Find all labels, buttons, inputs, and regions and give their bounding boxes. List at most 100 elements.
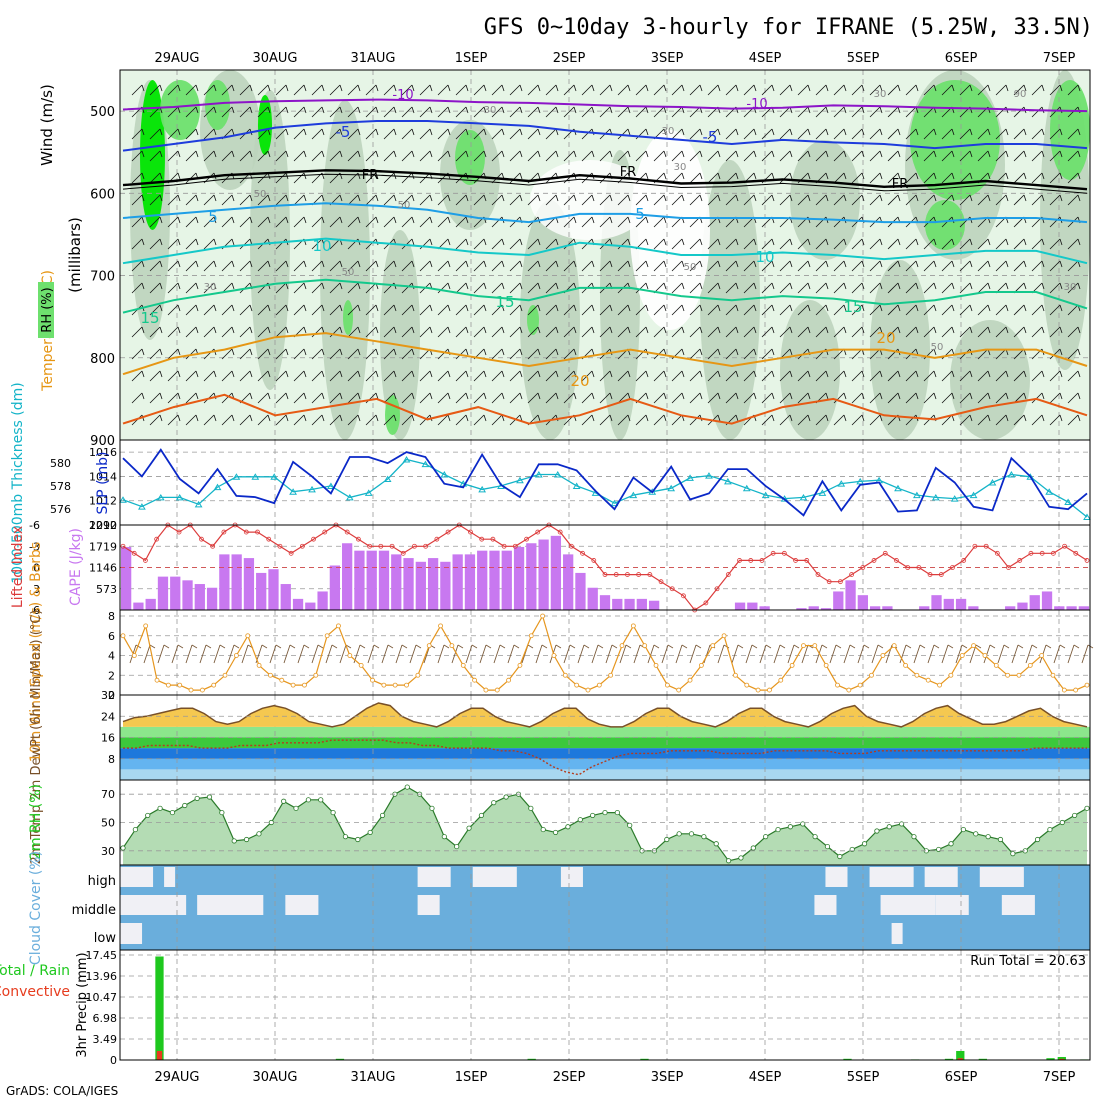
wind-barb — [797, 128, 811, 140]
wind-barb-shape — [149, 392, 163, 404]
wind-barb-shape — [131, 282, 145, 294]
wind-barb-shape — [527, 260, 541, 272]
wind-barb-shape — [995, 414, 1009, 426]
wind-barb — [707, 348, 721, 360]
wind-barb — [1067, 172, 1081, 184]
wind-barb — [599, 106, 613, 118]
wind-barb — [581, 216, 595, 228]
wind-speed-marker — [1073, 687, 1079, 693]
wind-barb — [995, 392, 1009, 404]
date-label-top: 2SEP — [553, 51, 586, 66]
wind-barb — [167, 216, 181, 228]
wind-barb-shape — [185, 414, 199, 426]
surface-wind-barb-shape — [647, 644, 660, 664]
wind-barb — [887, 150, 901, 162]
wind-barb-shape — [923, 326, 937, 338]
wind-barb-shape — [365, 260, 379, 272]
wind-barb — [689, 172, 703, 184]
wind-barb-shape — [977, 392, 991, 404]
wind-barb — [455, 282, 469, 294]
slp-axis-label: SLP (mb) — [95, 451, 111, 514]
lifted-index-marker — [826, 579, 832, 585]
y-tick-label: 500 — [90, 105, 115, 120]
wind-barb-shape — [221, 194, 235, 206]
wind-barb-shape — [185, 304, 199, 316]
wind-barb-shape — [419, 150, 433, 162]
wind-barb-shape — [869, 370, 883, 382]
thickness-marker — [289, 488, 298, 495]
cape-tick-label: 1146 — [89, 562, 117, 575]
wind-barb — [779, 392, 793, 404]
wind-barb — [275, 282, 289, 294]
wind-barb-shape — [203, 238, 217, 250]
wind-barb — [257, 370, 271, 382]
wind-barb-shape — [581, 370, 595, 382]
wind-barb-shape — [563, 84, 577, 96]
wind-barb-shape — [563, 150, 577, 162]
dewpoint-line — [123, 739, 1087, 776]
wind-barb-shape — [671, 370, 685, 382]
contour-label: 15 — [140, 309, 159, 327]
wind-barb-shape — [473, 238, 487, 250]
wind-barb-shape — [1049, 260, 1063, 272]
wind-barb-shape — [509, 106, 523, 118]
wind-barb-shape — [257, 348, 271, 360]
wind-barb-shape — [743, 304, 757, 316]
wind-speed-marker — [438, 623, 443, 629]
surface-wind-barb — [269, 644, 282, 664]
wind-barb-shape — [347, 282, 361, 294]
wind-barb — [959, 172, 973, 184]
wind-barb-shape — [959, 128, 973, 140]
thickness-marker — [119, 496, 127, 503]
wind-barb-shape — [563, 326, 577, 338]
wind-barb — [797, 106, 811, 118]
wind-barb-shape — [293, 348, 307, 360]
wind-speed-marker — [290, 682, 296, 688]
wind-speed-marker — [1061, 687, 1067, 693]
wind-barb — [509, 106, 523, 118]
contour-label: 10 — [755, 248, 774, 266]
wind-barb — [437, 282, 451, 294]
lifted-index-marker — [344, 529, 350, 535]
surface-wind-barb — [591, 644, 604, 664]
wind-barb-shape — [473, 194, 487, 206]
wind-barb-shape — [419, 128, 433, 140]
wind-barb — [257, 348, 271, 360]
wind-barb-shape — [779, 282, 793, 294]
wind-barb — [869, 392, 883, 404]
wind-speed-marker — [279, 677, 285, 683]
rh2m-area — [123, 787, 1087, 865]
wind-barb-shape — [581, 84, 595, 96]
wind-barb — [437, 128, 451, 140]
wind-barb-shape — [941, 304, 955, 316]
wind-barb-shape — [257, 414, 271, 426]
wind-barb — [653, 216, 667, 228]
wind-barb-shape — [887, 238, 901, 250]
thickness-marker — [1007, 470, 1016, 478]
lifted-index-marker — [1017, 558, 1023, 563]
wind-barb-shape — [959, 414, 973, 426]
wind-barb-shape — [725, 370, 739, 382]
wind-barb — [545, 304, 559, 316]
rh-shade-moist — [455, 130, 485, 185]
wind-barb-shape — [491, 106, 505, 118]
thickness-marker — [308, 485, 316, 493]
thickness-marker — [553, 470, 562, 478]
wind-barb — [293, 216, 307, 228]
wind-barb — [1049, 172, 1063, 184]
wind-speed-marker — [733, 672, 738, 678]
wind-barb-shape — [815, 238, 829, 250]
thickness-marker — [156, 493, 165, 501]
wind-barb-shape — [599, 150, 613, 162]
wind-barb-shape — [257, 260, 271, 272]
wind-barb-shape — [995, 84, 1009, 96]
wind-barb — [257, 216, 271, 228]
thickness-marker — [421, 460, 430, 468]
wind-barb-shape — [1013, 84, 1027, 96]
contour-label: -5 — [336, 123, 351, 141]
wind-barb — [473, 304, 487, 316]
cape-bar — [378, 550, 390, 610]
wind-barb-shape — [239, 260, 253, 272]
wind-barb — [329, 392, 343, 404]
wind-barb-shape — [203, 326, 217, 338]
